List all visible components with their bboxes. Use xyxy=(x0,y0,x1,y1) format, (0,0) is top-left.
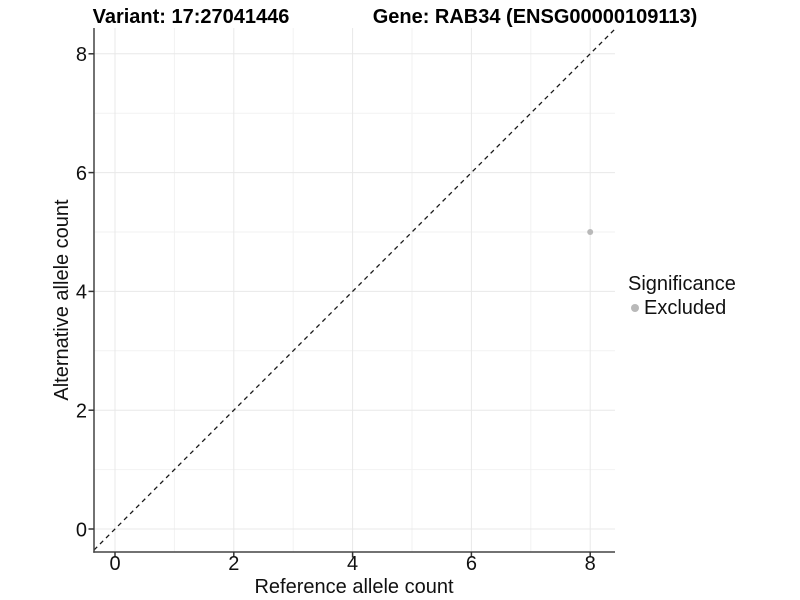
y-tick-label: 8 xyxy=(76,44,87,66)
x-tick-label: 6 xyxy=(466,553,477,575)
x-tick-label: 0 xyxy=(109,553,120,575)
variant-title: Variant: 17:27041446 xyxy=(92,6,290,28)
data-point xyxy=(587,229,594,235)
x-axis-title: Reference allele count xyxy=(254,576,454,598)
y-axis-title: Alternative allele count xyxy=(51,199,73,401)
legend-item-label: Excluded xyxy=(644,297,727,319)
y-tick-label: 2 xyxy=(76,401,87,423)
x-tick-label: 2 xyxy=(228,553,239,575)
gene-title: Gene: RAB34 (ENSG00000109113) xyxy=(372,6,698,28)
x-tick-label: 4 xyxy=(347,553,358,575)
y-tick-label: 6 xyxy=(76,163,87,185)
legend-title: Significance xyxy=(628,273,736,295)
legend: Significance Excluded xyxy=(628,272,736,320)
legend-items: Excluded xyxy=(628,296,736,320)
x-tick-label: 8 xyxy=(585,553,596,575)
y-tick-label: 4 xyxy=(76,282,87,304)
identity-line xyxy=(93,28,616,551)
legend-item: Excluded xyxy=(628,296,736,320)
y-tick-label: 0 xyxy=(76,519,87,541)
legend-key-dot xyxy=(631,304,639,312)
